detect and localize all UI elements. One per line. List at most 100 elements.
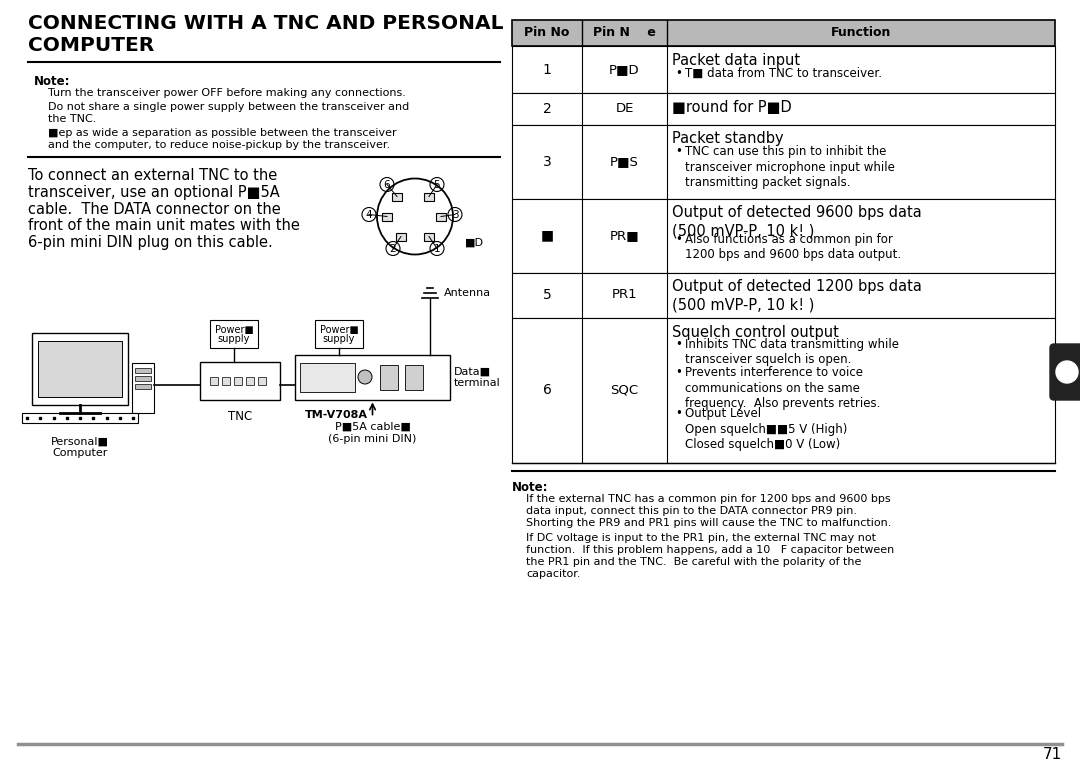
Text: Inhibits TNC data transmitting while
transceiver squelch is open.: Inhibits TNC data transmitting while tra… [685, 338, 899, 367]
Text: Pin N    e: Pin N e [593, 27, 656, 40]
Text: 5: 5 [542, 288, 552, 302]
Text: transceiver, use an optional P■5A: transceiver, use an optional P■5A [28, 185, 280, 200]
Bar [200, 361, 280, 399]
Text: DE: DE [616, 102, 634, 115]
Bar [424, 232, 434, 241]
Bar [424, 193, 434, 200]
Bar [258, 376, 266, 385]
Text: Note:: Note: [512, 481, 549, 494]
Text: Output of detected 1200 bps data
(500 mVP-P, 10 k! ): Output of detected 1200 bps data (500 mV… [672, 280, 922, 312]
Text: •: • [675, 145, 681, 158]
Text: 4: 4 [366, 210, 373, 219]
Text: Packet data input: Packet data input [672, 53, 800, 68]
Text: 6: 6 [383, 180, 390, 190]
Text: To connect an external TNC to the: To connect an external TNC to the [28, 168, 278, 184]
Bar [135, 376, 151, 380]
Text: 2: 2 [542, 102, 552, 116]
Text: 5: 5 [434, 180, 441, 190]
Text: 6: 6 [542, 383, 552, 397]
Text: front of the main unit mates with the: front of the main unit mates with the [28, 218, 300, 233]
Bar [22, 412, 138, 422]
Bar [392, 193, 402, 200]
Text: Prevents interference to voice
communications on the same
frequency.  Also preve: Prevents interference to voice communica… [685, 366, 880, 410]
Bar [246, 376, 254, 385]
Text: SQC: SQC [610, 384, 638, 397]
Text: 3: 3 [542, 155, 552, 168]
Bar [315, 319, 363, 347]
Text: Squelch control output: Squelch control output [672, 325, 839, 340]
Text: •: • [675, 407, 681, 420]
Text: TM-V708A: TM-V708A [305, 409, 368, 420]
Text: •: • [675, 232, 681, 245]
Text: If the external TNC has a common pin for 1200 bps and 9600 bps
data input, conne: If the external TNC has a common pin for… [526, 494, 891, 528]
Text: T■ data from TNC to transceiver.: T■ data from TNC to transceiver. [685, 66, 882, 79]
Text: P■S: P■S [610, 155, 639, 168]
Text: •: • [675, 338, 681, 351]
Bar [132, 363, 154, 412]
Text: Personal■: Personal■ [51, 437, 109, 447]
Bar [295, 354, 450, 399]
Text: Packet standby: Packet standby [672, 132, 784, 146]
Text: 3: 3 [451, 210, 458, 219]
Text: Computer: Computer [52, 449, 108, 459]
Text: Also functions as a common pin for
1200 bps and 9600 bps data output.: Also functions as a common pin for 1200 … [685, 232, 901, 261]
Text: Power■: Power■ [215, 325, 254, 335]
Bar [405, 364, 423, 389]
FancyBboxPatch shape [1050, 344, 1080, 400]
Text: 71: 71 [1043, 747, 1062, 762]
Text: supply: supply [218, 334, 251, 344]
Bar [300, 363, 355, 392]
Circle shape [1056, 361, 1078, 383]
Bar [380, 364, 399, 389]
Text: PR■: PR■ [610, 229, 639, 242]
Bar [382, 213, 392, 220]
Bar [32, 332, 129, 405]
Bar [135, 383, 151, 389]
Text: cable.  The DATA connector on the: cable. The DATA connector on the [28, 201, 281, 216]
Bar [396, 232, 406, 241]
Bar [38, 341, 122, 396]
Text: supply: supply [323, 334, 355, 344]
Text: Note:: Note: [33, 75, 70, 88]
Text: Power■: Power■ [320, 325, 359, 335]
Text: •: • [675, 66, 681, 79]
Bar [512, 46, 1055, 93]
Text: (6-pin mini DIN): (6-pin mini DIN) [328, 434, 417, 443]
Text: terminal: terminal [454, 378, 501, 388]
Circle shape [357, 370, 372, 384]
Text: Do not share a single power supply between the transceiver and
the TNC.: Do not share a single power supply betwe… [48, 101, 409, 123]
Text: TNC can use this pin to inhibit the
transceiver microphone input while
transmitt: TNC can use this pin to inhibit the tran… [685, 145, 895, 189]
Text: 1: 1 [434, 244, 441, 254]
Bar [512, 93, 1055, 124]
Text: •: • [675, 366, 681, 379]
Text: P■D: P■D [609, 63, 639, 76]
Text: 6-pin mini DIN plug on this cable.: 6-pin mini DIN plug on this cable. [28, 235, 273, 249]
Text: ■ep as wide a separation as possible between the transceiver
and the computer, t: ■ep as wide a separation as possible bet… [48, 127, 396, 149]
Bar [512, 273, 1055, 318]
Bar [210, 319, 258, 347]
Text: Output Level
Open squelch■■5 V (High)
Closed squelch■0 V (Low): Output Level Open squelch■■5 V (High) Cl… [685, 407, 848, 451]
Bar [135, 367, 151, 373]
Bar [234, 376, 242, 385]
Bar [436, 213, 446, 220]
Text: Antenna: Antenna [444, 287, 491, 297]
Text: If DC voltage is input to the PR1 pin, the external TNC may not
function.  If th: If DC voltage is input to the PR1 pin, t… [526, 533, 894, 579]
Text: Turn the transceiver power OFF before making any connections.: Turn the transceiver power OFF before ma… [48, 88, 406, 98]
Bar [512, 124, 1055, 198]
Bar [222, 376, 230, 385]
Bar [512, 20, 1055, 46]
Text: 2: 2 [390, 244, 396, 254]
Text: P■5A cable■: P■5A cable■ [335, 421, 410, 431]
Bar [512, 318, 1055, 463]
Text: Pin No: Pin No [524, 27, 569, 40]
Bar [512, 198, 1055, 273]
Text: ■: ■ [540, 229, 554, 242]
Text: Output of detected 9600 bps data
(500 mVP-P, 10 k! ): Output of detected 9600 bps data (500 mV… [672, 206, 921, 239]
Bar [210, 376, 218, 385]
Text: 1: 1 [542, 62, 552, 76]
Text: TNC: TNC [228, 409, 252, 422]
Text: Function: Function [831, 27, 891, 40]
Text: ■D: ■D [465, 238, 484, 248]
Text: Data■: Data■ [454, 367, 491, 377]
Text: CONNECTING WITH A TNC AND PERSONAL: CONNECTING WITH A TNC AND PERSONAL [28, 14, 503, 33]
